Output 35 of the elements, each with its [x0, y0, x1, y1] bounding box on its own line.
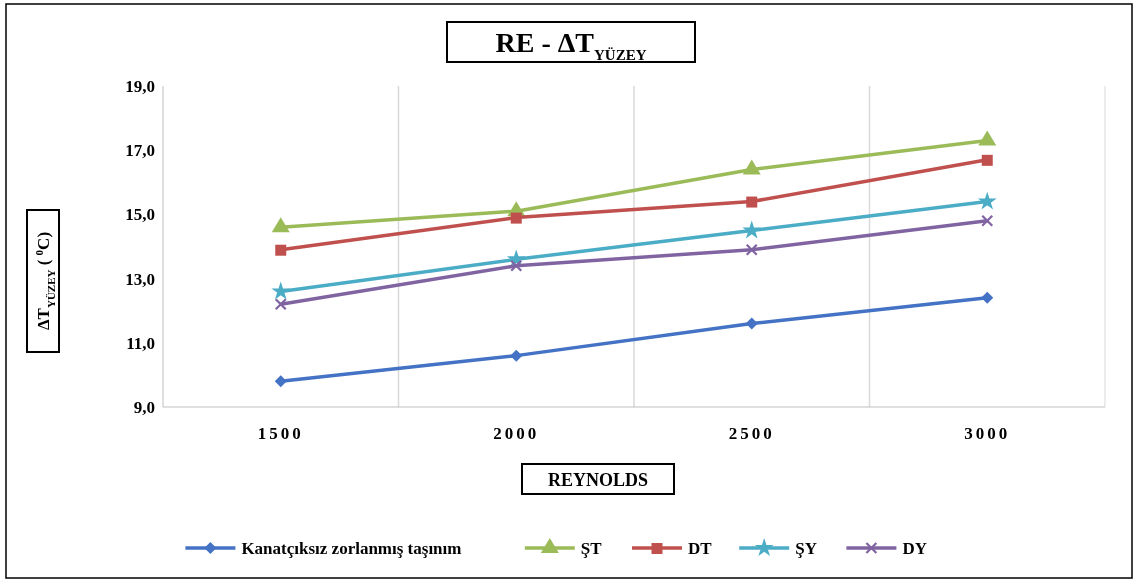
point [977, 191, 997, 210]
x-axis-title: REYNOLDS [547, 470, 649, 490]
y-tick-label: 17,0 [125, 141, 155, 161]
y-tick-label: 9,0 [133, 397, 155, 417]
point [746, 196, 758, 208]
point [274, 298, 287, 311]
point [275, 244, 287, 256]
point [981, 154, 993, 166]
y-tick-label: 11,0 [126, 333, 155, 353]
y-tick-label: 15,0 [125, 205, 155, 225]
point [274, 375, 287, 388]
y-tick-label: 13,0 [125, 269, 155, 289]
point [978, 130, 997, 146]
x-tick-label: 3000 [964, 424, 1011, 443]
legend-label: Kanatçıksız zorlanmış taşınım [241, 538, 462, 558]
point [510, 259, 523, 272]
legend-label: ŞY [795, 538, 817, 558]
chart-title: RE - ΔT$_{YÜZEY}$ [495, 27, 647, 63]
point [510, 212, 522, 224]
legend-label: DY [902, 538, 927, 558]
y-tick-label: 19,0 [125, 76, 155, 96]
point [745, 243, 758, 256]
x-tick-label: 2500 [728, 424, 775, 443]
point [271, 217, 290, 233]
point [742, 220, 762, 239]
point [510, 349, 523, 362]
point [742, 159, 761, 175]
legend-label: ŞT [580, 538, 603, 558]
point [981, 291, 994, 304]
x-tick-label: 1500 [257, 424, 304, 443]
x-tick-label: 2000 [493, 424, 540, 443]
legend-label: DT [688, 538, 713, 558]
point [981, 214, 994, 227]
point [745, 317, 758, 330]
point [271, 281, 291, 300]
